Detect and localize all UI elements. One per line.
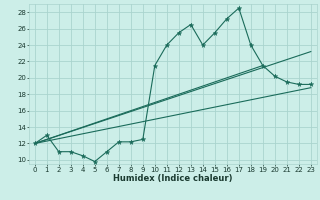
X-axis label: Humidex (Indice chaleur): Humidex (Indice chaleur) [113,174,233,183]
